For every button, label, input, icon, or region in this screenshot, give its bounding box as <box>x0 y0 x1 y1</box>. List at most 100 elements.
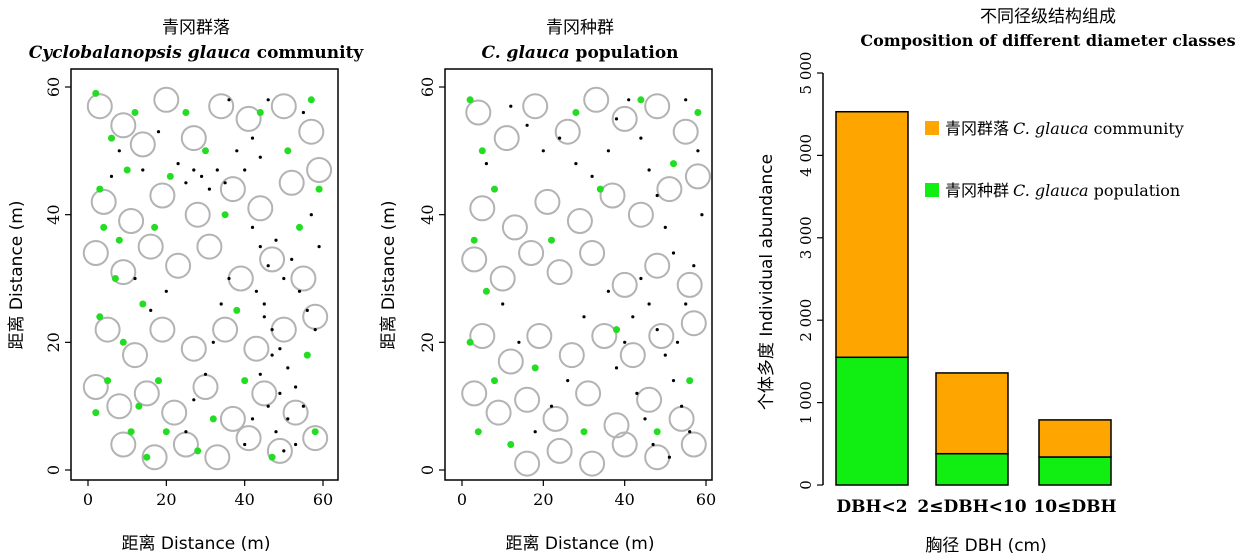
panel1-point-s0-38 <box>219 405 246 432</box>
panel1-point-s2-1 <box>108 134 115 142</box>
panel2-point-s0-24 <box>680 310 707 337</box>
panel3-y-axis-label: 个体多度 Individual abundance <box>757 154 777 410</box>
panel1-point-s2-29 <box>241 377 249 385</box>
panel1-point-s0-12 <box>219 176 246 203</box>
panel2-point-s0-35 <box>542 405 569 432</box>
panel2-point-s0-20 <box>579 240 606 266</box>
panel1-point-s2-33 <box>135 402 143 410</box>
panel2-point-s1-14 <box>639 276 643 281</box>
panel1-point-s1-21 <box>270 328 274 332</box>
panel2-point-s2-9 <box>531 364 539 372</box>
panel2-point-s1-30 <box>549 404 554 408</box>
panel2-point-s0-13 <box>534 188 561 215</box>
bar-0-series-0 <box>835 356 909 486</box>
panel1-point-s1-18 <box>305 308 309 312</box>
panel2-point-s0-12 <box>566 208 593 234</box>
panel2-point-s0-23 <box>676 271 703 298</box>
panel1-point-s0-39 <box>251 380 278 407</box>
panel2-x-tick-label: 0 <box>457 490 467 509</box>
panel1-point-s2-25 <box>296 223 303 231</box>
panel1-point-s0-44 <box>204 444 231 471</box>
panel2-point-s1-32 <box>517 340 521 344</box>
panel1-point-s0-28 <box>212 316 239 343</box>
panel1-point-s1-44 <box>156 130 161 134</box>
panel1-title-rest: community <box>251 43 365 63</box>
panel2-point-s0-10 <box>627 201 654 228</box>
panel1-point-s0-41 <box>302 425 329 452</box>
panel2-point-s0-41 <box>644 444 671 471</box>
panel2-y-axis-label: 距离 Distance (m) <box>379 201 399 350</box>
panel1-point-s0-29 <box>180 335 207 362</box>
panel1-point-s1-34 <box>211 340 215 344</box>
panel1-point-s1-25 <box>301 404 305 408</box>
panel1-point-s0-20 <box>165 252 192 279</box>
panel2-point-s0-32 <box>461 380 488 407</box>
bar-legend: 青冈群落 C. glauca community 青冈种群 C. glauca po… <box>925 119 1184 200</box>
panel2-point-s0-45 <box>514 450 541 477</box>
panel3-category-label: DBH<2 <box>836 497 907 517</box>
panel2-point-s0-5 <box>611 105 638 132</box>
panel2-point-s0-3 <box>554 118 581 145</box>
panel3-plot-area: 0 1 000 2 000 3 000 4 000 5 000 DBH<2 2≤DBH<10 1… <box>797 52 1117 517</box>
panel2-point-s2-0 <box>466 96 474 104</box>
panel2-point-s0-19 <box>546 259 573 286</box>
panel1-point-s1-8 <box>243 168 247 172</box>
panel1-point-s0-35 <box>133 380 160 407</box>
panel2-y-tick-label: 40 <box>418 204 437 224</box>
panel1-point-s2-18 <box>233 306 241 314</box>
panel3-y-tick-label: 2 000 <box>797 299 815 342</box>
panel2-title-cn: 青冈种群 <box>546 18 614 38</box>
panel1-point-s0-8 <box>298 118 325 145</box>
panel2-point-s2-10 <box>548 236 555 244</box>
panel1-point-s0-33 <box>82 374 109 400</box>
panel1-point-s2-4 <box>111 275 119 282</box>
bar-1-series-0 <box>935 452 1009 486</box>
panel1-point-s2-23 <box>307 96 315 104</box>
panel2-title-en: C. glauca population <box>481 43 678 63</box>
panel1-point-s0-25 <box>302 303 329 330</box>
panel3-y-tick-label: 4 000 <box>797 134 815 177</box>
panel1-point-s0-21 <box>196 233 223 260</box>
panel2-point-s0-18 <box>518 240 545 266</box>
panel2-point-s2-3 <box>470 236 478 244</box>
panel1-point-s1-7 <box>235 149 239 153</box>
panel1-point-s2-24 <box>315 185 323 193</box>
panel2-point-s1-39 <box>684 302 688 306</box>
panel1-point-s1-11 <box>250 225 255 229</box>
panel1-point-s0-10 <box>278 169 305 196</box>
panel1-point-s0-18 <box>110 259 137 286</box>
scatter-panel-community: 青冈群落 Cyclobalanopsis glauca community 0 2… <box>7 18 364 554</box>
panel2-point-s0-4 <box>583 86 610 113</box>
panel2-x-tick-label: 60 <box>696 490 716 509</box>
panel2-point-s0-9 <box>656 176 683 203</box>
panel1-point-s0-11 <box>247 195 274 222</box>
panel2-point-s0-6 <box>644 93 671 120</box>
panel1-point-s1-32 <box>227 276 231 281</box>
panel1-title-en: Cyclobalanopsis glauca community <box>29 43 365 63</box>
panel1-point-s2-10 <box>143 453 151 461</box>
panel2-point-s0-34 <box>514 386 541 413</box>
panel2-point-s1-21 <box>631 315 635 319</box>
panel1-point-s0-24 <box>290 265 317 292</box>
panel1-point-s1-26 <box>258 372 262 376</box>
panel1-point-s0-36 <box>161 399 188 426</box>
panel2-point-s2-11 <box>572 109 580 116</box>
panel1-x-tick-label: 20 <box>156 490 176 509</box>
panel1-point-s2-2 <box>123 166 131 174</box>
panel2-point-s0-7 <box>672 118 699 145</box>
panel1-point-s2-17 <box>221 211 229 219</box>
panel1-point-s1-3 <box>200 174 204 178</box>
panel2-point-s1-9 <box>639 136 643 140</box>
panel2-point-s1-35 <box>684 98 688 102</box>
panel2-point-s1-6 <box>606 149 611 153</box>
panel2-point-s1-19 <box>680 404 684 408</box>
panel1-point-s1-12 <box>258 245 262 249</box>
panel2-point-s1-12 <box>663 225 667 229</box>
panel2-point-s0-43 <box>579 450 606 477</box>
panel1-point-s1-19 <box>313 328 317 332</box>
panel1-point-s2-3 <box>100 223 108 231</box>
panel2-point-s1-25 <box>643 417 647 421</box>
panel2-point-s1-7 <box>614 117 619 121</box>
panel1-point-s2-15 <box>182 109 190 116</box>
panel1-point-s2-9 <box>127 428 135 436</box>
